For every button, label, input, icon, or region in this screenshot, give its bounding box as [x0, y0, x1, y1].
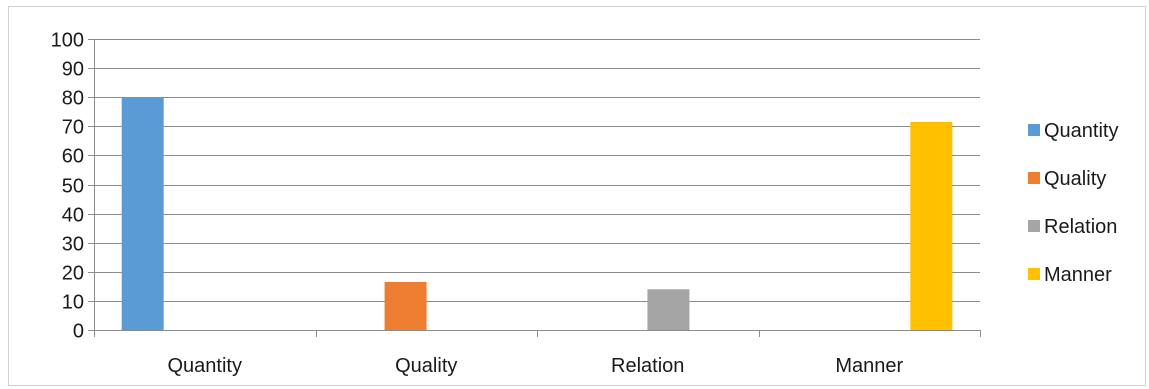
y-tick-label: 30 — [62, 234, 84, 256]
legend-swatch — [1028, 124, 1040, 136]
legend-label: Relation — [1044, 216, 1117, 238]
x-category-label: Quality — [395, 355, 457, 377]
y-tick-label: 80 — [62, 88, 84, 110]
y-tick-label: 100 — [51, 30, 84, 52]
legend-swatch — [1028, 220, 1040, 232]
legend-swatch — [1028, 268, 1040, 280]
x-category-label: Manner — [835, 355, 903, 377]
y-tick-label: 70 — [62, 117, 84, 139]
x-axis-category-labels: Quantity Quality Relation Manner — [168, 355, 904, 377]
y-tick-label: 10 — [62, 292, 84, 314]
x-category-label: Quantity — [168, 355, 242, 377]
legend-label: Manner — [1044, 264, 1112, 286]
legend-label: Quality — [1044, 168, 1106, 190]
x-category-label: Relation — [611, 355, 684, 377]
y-tick-label: 50 — [62, 176, 84, 198]
bar-quantity — [121, 97, 164, 330]
y-tick-label: 0 — [73, 321, 84, 343]
y-axis-tick-labels: 0 10 20 30 40 50 60 70 80 90 100 — [51, 30, 84, 343]
bars — [121, 97, 953, 330]
gridlines — [94, 39, 980, 302]
chart-frame — [8, 6, 1146, 386]
y-tick-label: 90 — [62, 59, 84, 81]
y-tick-label: 20 — [62, 263, 84, 285]
y-tick-label: 40 — [62, 205, 84, 227]
axes — [88, 39, 981, 337]
bar-manner — [910, 121, 953, 330]
legend-swatch — [1028, 172, 1040, 184]
bar-relation — [647, 289, 690, 330]
legend: Quantity Quality Relation Manner — [1028, 120, 1118, 286]
legend-label: Quantity — [1044, 120, 1118, 142]
y-tick-label: 60 — [62, 146, 84, 168]
bar-quality — [384, 281, 427, 330]
